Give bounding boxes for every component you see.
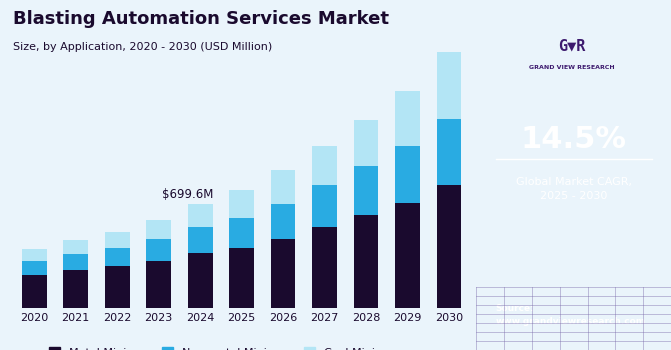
Text: G▼R: G▼R: [558, 38, 586, 53]
Bar: [105, 266, 130, 308]
Bar: [105, 248, 130, 266]
Bar: [270, 170, 295, 204]
Bar: [354, 120, 378, 166]
Bar: [270, 204, 295, 239]
Text: $699.6M: $699.6M: [162, 188, 213, 201]
Bar: [146, 261, 171, 308]
Bar: [395, 203, 420, 308]
Text: Size, by Application, 2020 - 2030 (USD Million): Size, by Application, 2020 - 2030 (USD M…: [13, 42, 272, 52]
Bar: [105, 232, 130, 248]
Bar: [270, 239, 295, 308]
Bar: [63, 240, 88, 254]
Bar: [395, 91, 420, 146]
Text: GRAND VIEW RESEARCH: GRAND VIEW RESEARCH: [529, 65, 615, 70]
Text: Global Market CAGR,
2025 - 2030: Global Market CAGR, 2025 - 2030: [516, 177, 631, 201]
Bar: [21, 261, 46, 275]
Bar: [188, 227, 213, 253]
Bar: [312, 186, 337, 227]
Bar: [63, 270, 88, 308]
Text: 14.5%: 14.5%: [521, 126, 627, 154]
Bar: [229, 218, 254, 248]
Bar: [229, 248, 254, 308]
Bar: [63, 254, 88, 270]
Bar: [437, 52, 462, 119]
Bar: [229, 190, 254, 218]
Bar: [437, 119, 462, 186]
Bar: [188, 253, 213, 308]
Bar: [312, 227, 337, 308]
Bar: [21, 249, 46, 261]
Bar: [437, 186, 462, 308]
Bar: [146, 239, 171, 261]
Bar: [21, 275, 46, 308]
Text: Source:
www.grandviewresearch.com: Source: www.grandviewresearch.com: [496, 304, 646, 326]
Text: Blasting Automation Services Market: Blasting Automation Services Market: [13, 10, 389, 28]
Bar: [312, 146, 337, 186]
Bar: [188, 204, 213, 227]
Bar: [395, 146, 420, 203]
Bar: [146, 220, 171, 239]
Bar: [354, 166, 378, 216]
Bar: [354, 216, 378, 308]
Legend: Metal Mining, Non-metal Mining, Coal Mining: Metal Mining, Non-metal Mining, Coal Min…: [44, 343, 393, 350]
